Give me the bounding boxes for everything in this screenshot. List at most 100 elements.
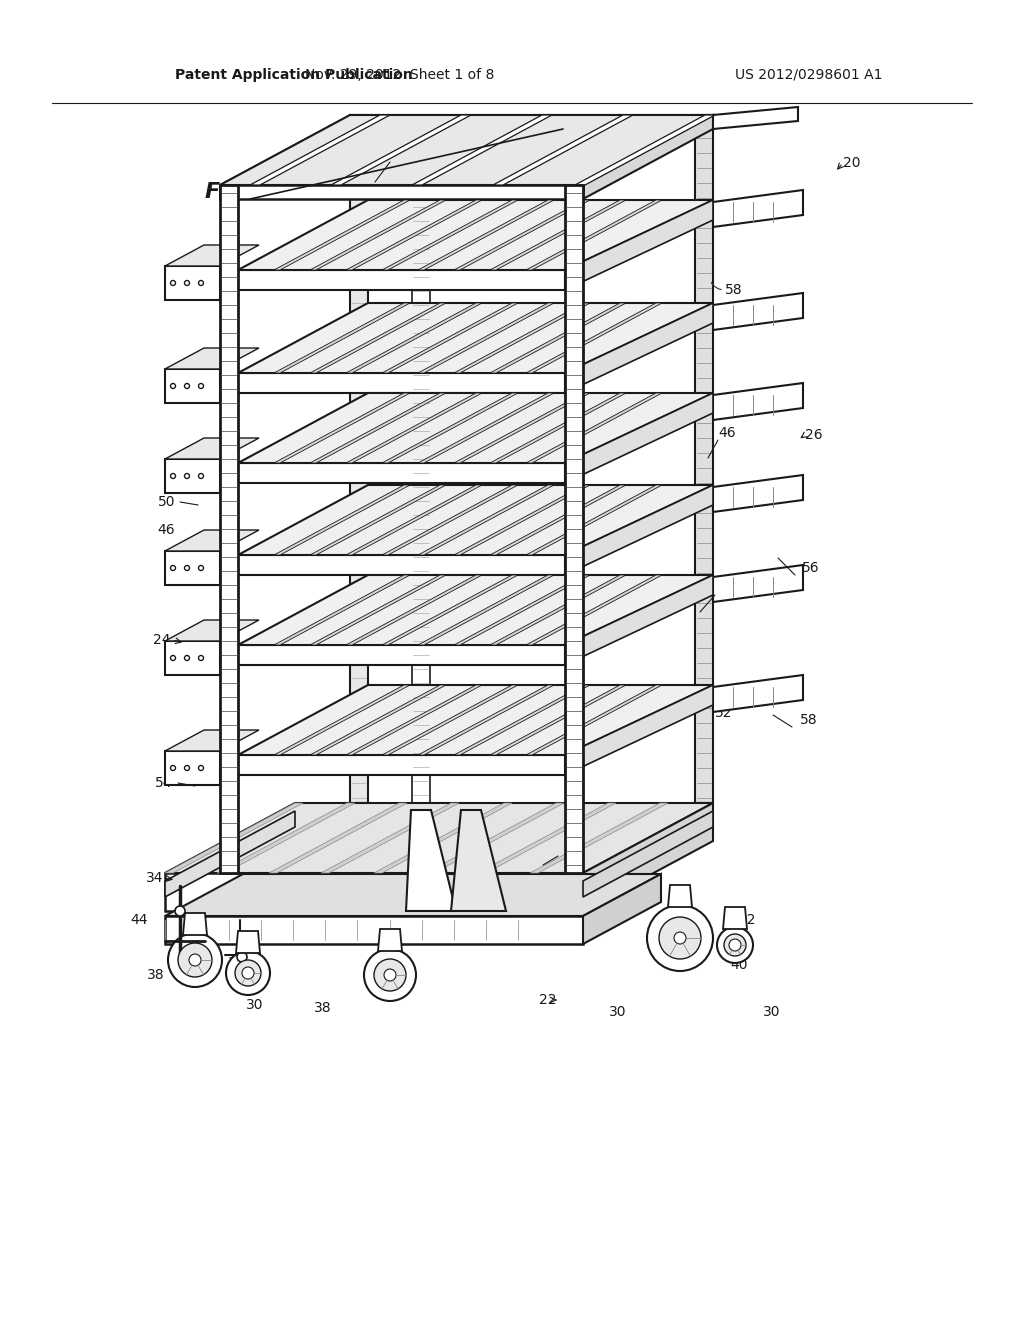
Polygon shape: [274, 685, 410, 755]
Polygon shape: [695, 115, 713, 803]
Polygon shape: [583, 803, 713, 911]
Circle shape: [189, 954, 201, 966]
Polygon shape: [165, 730, 259, 751]
Polygon shape: [382, 484, 518, 554]
Polygon shape: [418, 393, 554, 463]
Text: 56: 56: [802, 561, 819, 576]
Polygon shape: [165, 874, 662, 916]
Polygon shape: [310, 393, 446, 463]
Circle shape: [171, 474, 175, 479]
Text: 22: 22: [540, 993, 557, 1007]
Polygon shape: [165, 267, 220, 300]
Polygon shape: [493, 115, 633, 185]
Polygon shape: [526, 393, 662, 463]
Polygon shape: [310, 484, 446, 554]
Circle shape: [175, 906, 185, 916]
Polygon shape: [238, 484, 713, 554]
Polygon shape: [526, 304, 662, 374]
Text: 30: 30: [609, 1005, 627, 1019]
Polygon shape: [374, 803, 512, 873]
Text: 54: 54: [155, 776, 172, 789]
Text: 26: 26: [805, 428, 822, 442]
Text: 38: 38: [314, 1001, 332, 1015]
Polygon shape: [454, 304, 590, 374]
Polygon shape: [238, 393, 713, 463]
Polygon shape: [418, 484, 554, 554]
Polygon shape: [382, 393, 518, 463]
Polygon shape: [165, 803, 713, 873]
Circle shape: [729, 939, 741, 950]
Text: 30: 30: [246, 998, 264, 1012]
Polygon shape: [346, 393, 482, 463]
Polygon shape: [220, 185, 583, 199]
Circle shape: [184, 766, 189, 771]
Polygon shape: [490, 304, 626, 374]
Circle shape: [199, 474, 204, 479]
Circle shape: [226, 950, 270, 995]
Polygon shape: [565, 201, 713, 290]
Polygon shape: [165, 246, 259, 267]
Polygon shape: [490, 201, 626, 271]
Polygon shape: [583, 115, 713, 199]
Circle shape: [659, 917, 701, 960]
Polygon shape: [418, 201, 554, 271]
Text: Fig.  1: Fig. 1: [205, 182, 284, 202]
Polygon shape: [378, 929, 402, 950]
Polygon shape: [274, 576, 410, 645]
Polygon shape: [565, 685, 713, 775]
Polygon shape: [346, 201, 482, 271]
Text: 32: 32: [560, 841, 578, 855]
Polygon shape: [274, 484, 410, 554]
Polygon shape: [382, 201, 518, 271]
Polygon shape: [454, 393, 590, 463]
Polygon shape: [238, 685, 713, 755]
Circle shape: [199, 766, 204, 771]
Polygon shape: [454, 576, 590, 645]
Polygon shape: [565, 576, 713, 665]
Polygon shape: [165, 531, 259, 550]
Text: 34: 34: [145, 871, 163, 884]
Polygon shape: [490, 393, 626, 463]
Circle shape: [724, 935, 746, 956]
Polygon shape: [575, 115, 715, 185]
Polygon shape: [269, 803, 407, 873]
Polygon shape: [565, 304, 713, 393]
Circle shape: [199, 656, 204, 660]
Polygon shape: [238, 645, 565, 665]
Polygon shape: [713, 565, 803, 602]
Polygon shape: [346, 484, 482, 554]
Polygon shape: [238, 463, 565, 483]
Polygon shape: [713, 675, 803, 711]
Polygon shape: [310, 576, 446, 645]
Polygon shape: [165, 642, 220, 675]
Polygon shape: [526, 685, 662, 755]
Circle shape: [199, 565, 204, 570]
Text: 44: 44: [242, 940, 259, 954]
Polygon shape: [321, 803, 459, 873]
Polygon shape: [490, 484, 626, 554]
Polygon shape: [346, 304, 482, 374]
Polygon shape: [165, 803, 303, 873]
Polygon shape: [723, 907, 746, 929]
Text: 54: 54: [718, 579, 735, 594]
Circle shape: [199, 384, 204, 388]
Polygon shape: [238, 304, 713, 374]
Polygon shape: [418, 304, 554, 374]
Polygon shape: [526, 576, 662, 645]
Circle shape: [384, 969, 396, 981]
Polygon shape: [165, 438, 259, 459]
Polygon shape: [310, 201, 446, 271]
Polygon shape: [165, 873, 583, 911]
Polygon shape: [490, 576, 626, 645]
Polygon shape: [250, 115, 390, 185]
Circle shape: [374, 960, 406, 991]
Polygon shape: [565, 185, 583, 873]
Polygon shape: [220, 115, 350, 199]
Circle shape: [171, 766, 175, 771]
Circle shape: [234, 960, 261, 986]
Circle shape: [199, 281, 204, 285]
Text: Nov. 29, 2012  Sheet 1 of 8: Nov. 29, 2012 Sheet 1 of 8: [305, 69, 495, 82]
Circle shape: [171, 281, 175, 285]
Circle shape: [242, 968, 254, 979]
Polygon shape: [183, 913, 207, 935]
